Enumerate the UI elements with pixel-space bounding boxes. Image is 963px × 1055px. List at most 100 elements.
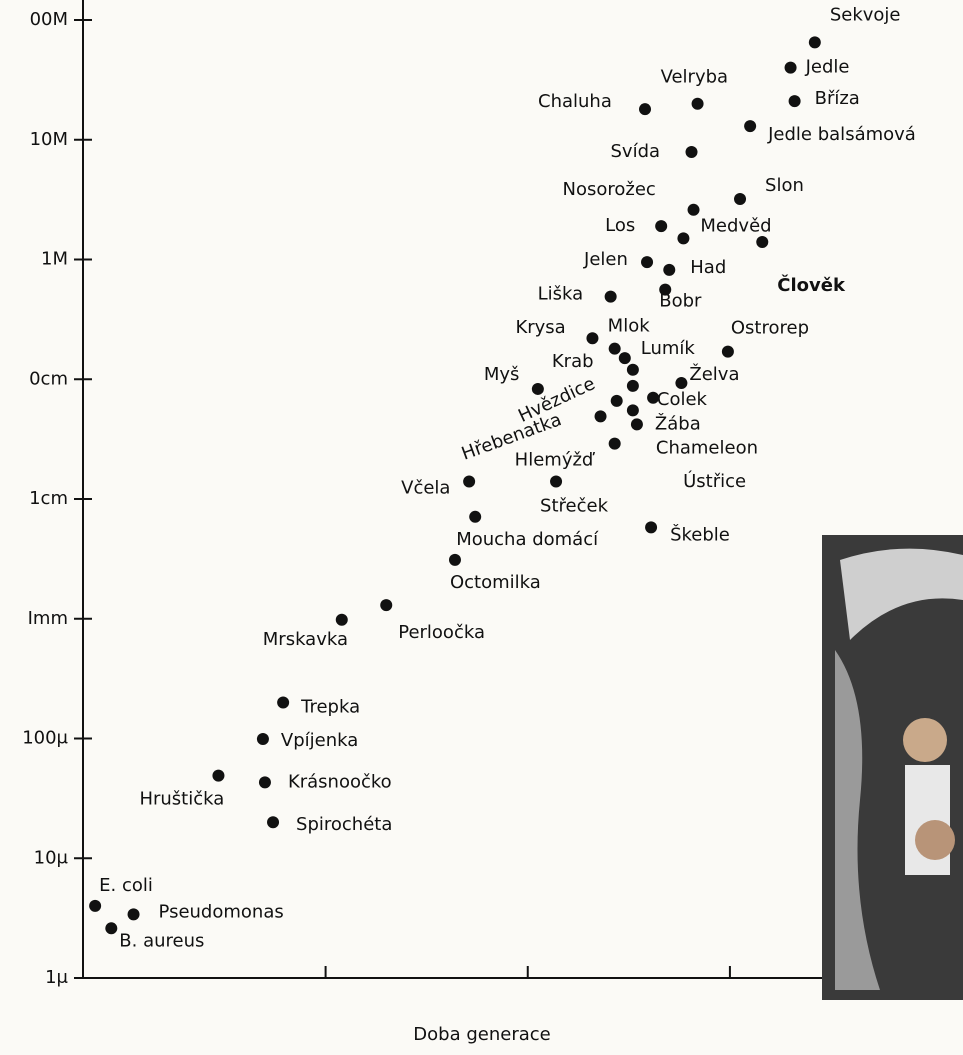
point-label: Krásnoočko [288, 771, 392, 792]
point-label: Slon [765, 175, 804, 196]
point [685, 146, 698, 159]
point [626, 363, 639, 376]
point [89, 899, 102, 912]
point [626, 404, 639, 417]
point-label: Nosorožec [563, 179, 656, 200]
y-tick-label: 1cm [29, 488, 68, 509]
point [788, 95, 801, 108]
point-label: Velryba [661, 67, 729, 88]
point [256, 733, 269, 746]
point-label: Bříza [815, 88, 860, 109]
point-label: Chameleon [656, 437, 758, 458]
point [677, 232, 690, 245]
point [594, 410, 607, 423]
point-label: Krysa [515, 317, 565, 338]
point-label: Žába [655, 412, 701, 434]
point [608, 342, 621, 355]
point [258, 776, 271, 789]
point-label: E. coli [99, 875, 153, 896]
point [655, 220, 668, 233]
point-label: Jedle [805, 57, 850, 78]
point [663, 263, 676, 276]
point [630, 418, 643, 431]
y-tick-label: 10μ [34, 847, 69, 868]
point-label: Želva [689, 363, 739, 385]
point-label: Bobr [659, 291, 702, 312]
point-label: Had [690, 257, 726, 278]
point-label: Ústřice [683, 470, 746, 492]
point [105, 922, 118, 935]
point [756, 236, 769, 249]
y-tick-label: 100μ [22, 728, 68, 749]
point-label: Vpíjenka [281, 730, 358, 751]
point [647, 391, 660, 404]
point [469, 510, 482, 523]
point [618, 352, 631, 365]
point-label: Spirochéta [296, 814, 392, 835]
point [641, 256, 654, 269]
point-label: Colek [657, 389, 708, 410]
x-axis-title: Doba generace [413, 1024, 550, 1045]
point-label: Chaluha [538, 91, 612, 112]
point-label: Jedle balsámová [767, 124, 916, 145]
point [127, 908, 140, 921]
point-label: Octomilka [450, 572, 541, 593]
y-tick-label: 00M [30, 9, 68, 30]
point-label: Medvěd [700, 215, 771, 236]
point [639, 103, 652, 116]
point [531, 382, 544, 395]
point-label: B. aureus [119, 930, 204, 951]
point-label: Včela [401, 478, 450, 499]
point-label: Hruštička [139, 789, 224, 810]
point [586, 332, 599, 345]
point [687, 203, 700, 216]
point [448, 553, 461, 566]
point [550, 475, 563, 488]
y-tick-label: 1M [41, 249, 68, 270]
point [645, 521, 658, 534]
point-label: Člověk [777, 274, 846, 296]
point [691, 97, 704, 110]
point [721, 345, 734, 358]
point-label: Střeček [540, 496, 609, 517]
point [212, 769, 225, 782]
point [267, 816, 280, 829]
point-label: Škeble [670, 523, 730, 545]
point-label: Liška [538, 284, 584, 305]
y-tick-label: 10M [30, 129, 68, 150]
point [808, 36, 821, 49]
point [380, 599, 393, 612]
point [744, 120, 757, 133]
point-label: Los [605, 215, 635, 236]
y-tick-label: Imm [28, 608, 68, 629]
point [675, 377, 688, 390]
point-label: Svída [611, 141, 661, 162]
point [277, 696, 290, 709]
point-label: Lumík [641, 338, 696, 359]
y-tick-label: 0cm [29, 368, 68, 389]
y-tick-label: 1μ [45, 967, 68, 988]
point [463, 475, 476, 488]
point [626, 379, 639, 392]
point-label: Mrskavka [263, 629, 348, 650]
point [335, 613, 348, 626]
point-label: Trepka [300, 696, 360, 717]
point-label: Sekvoje [830, 4, 901, 25]
point [608, 437, 621, 450]
point [610, 394, 623, 407]
point-label: Krab [552, 351, 594, 372]
point-label: Perloočka [398, 622, 485, 643]
photo [822, 535, 963, 1000]
point [659, 283, 672, 296]
point-label: Moucha domácí [456, 529, 599, 550]
point-label: Jelen [583, 249, 628, 270]
point-label: Hlemýžď [515, 450, 596, 471]
point [604, 290, 617, 303]
point [734, 193, 747, 206]
point-label: Pseudomonas [159, 901, 284, 922]
point-label: Mlok [608, 316, 651, 337]
point-label: Ostrorep [731, 318, 809, 339]
point [784, 61, 797, 74]
